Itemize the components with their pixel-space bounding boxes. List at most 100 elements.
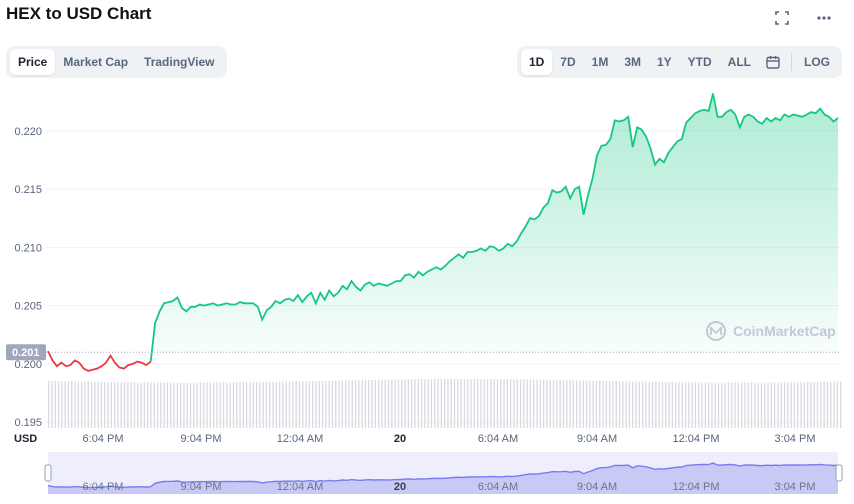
volume-bar [625,381,627,428]
calendar-icon[interactable] [763,52,783,72]
volume-bar [318,380,320,428]
volume-bar [546,379,548,428]
more-icon[interactable] [814,8,834,28]
navigator-x-tick-label: 20 [394,481,406,493]
volume-bar [269,381,271,428]
volume-bar [61,381,63,428]
volume-bar [826,381,829,428]
volume-bar [394,379,396,428]
volume-bar [477,379,479,428]
volume-bar [117,382,119,428]
volume-bar [470,378,472,428]
volume-bar [523,379,525,428]
volume-bar [675,382,677,428]
volume-bar [156,382,159,428]
price-chart[interactable]: 0.201 0.220 0.215 0.210 0.205 0.200 0.195 USD… [0,86,854,504]
volume-bar [533,379,535,428]
volume-bar [199,382,202,428]
volume-bar [104,381,106,428]
volume-bar [203,382,205,428]
range-tab-1d[interactable]: 1D [520,49,553,75]
volume-bar [130,382,132,428]
volume-bar [114,382,116,428]
volume-bar [830,381,832,428]
volume-bar [750,382,753,428]
volume-bar [460,378,462,428]
volume-bar [222,382,225,428]
volume-bar [381,379,383,428]
volume-bar [242,382,244,428]
range-tab-1m[interactable]: 1M [591,55,609,69]
x-tick-label: 9:04 PM [181,433,222,445]
volume-bar [566,380,568,428]
volume-bar [816,381,819,428]
volume-bar [401,379,403,428]
volume-bar [757,382,759,428]
range-tab-3m[interactable]: 3M [624,55,641,69]
volume-bar [539,379,541,428]
reference-price-label: 0.201 [12,347,40,359]
volume-bar [384,379,386,428]
volume-bar [354,380,357,428]
volume-bar [84,381,86,428]
volume-bar [450,378,452,428]
tab-market-cap[interactable]: Market Cap [63,55,129,69]
volume-bar [249,382,251,428]
volume-bar [585,380,588,428]
volume-bar [453,378,456,428]
volume-bar [744,382,746,428]
volume-bar [397,379,400,428]
volume-bar [665,382,667,428]
navigator-x-tick-label: 3:04 PM [775,481,816,493]
volume-bar [510,379,512,428]
volume-bar [229,382,231,428]
volume-bars [48,378,842,428]
volume-bar [648,381,650,428]
x-tick-label: 12:04 PM [672,433,719,445]
volume-bar [378,379,380,428]
navigator-x-axis: 6:04 PM 9:04 PM 12:04 AM 20 6:04 AM 9:04 AM 12… [83,481,816,493]
volume-bar [391,379,393,428]
log-scale-toggle[interactable]: LOG [804,55,830,69]
volume-bar [483,379,485,428]
volume-bar [658,381,660,428]
volume-bar [315,380,317,428]
volume-bar [780,382,782,428]
volume-bar [440,379,442,428]
price-line-above-reference [149,93,839,362]
volume-bar [688,382,690,428]
tab-tradingview[interactable]: TradingView [144,55,215,69]
navigator-left-handle[interactable] [44,464,52,482]
volume-bar [810,382,812,428]
expand-icon[interactable] [772,8,792,28]
volume-bar [708,382,710,428]
volume-bar [694,382,697,428]
volume-bar [642,381,644,428]
volume-bar [777,382,779,428]
volume-bar [259,382,261,428]
volume-bar [500,379,502,428]
range-tab-ytd[interactable]: YTD [687,55,712,69]
volume-bar [783,382,786,428]
volume-bar [612,381,614,428]
range-navigator[interactable] [44,452,843,494]
volume-bar [206,382,208,428]
volume-bar [820,381,822,428]
volume-bar [681,382,683,428]
range-tab-7d[interactable]: 7D [560,55,576,69]
volume-bar [292,381,294,428]
volume-bar [609,381,611,428]
currency-label: USD [14,433,37,445]
volume-bar [312,381,314,428]
volume-bar [463,378,466,428]
volume-bar [94,381,96,428]
volume-bar [747,382,749,428]
tab-price[interactable]: Price [10,49,56,75]
y-tick-label: 0.200 [14,359,42,371]
range-tab-all[interactable]: ALL [727,55,751,69]
navigator-right-handle[interactable] [835,464,843,482]
volume-bar [655,381,657,428]
volume-bar [635,381,637,428]
volume-bar [790,382,792,428]
range-tab-1y[interactable]: 1Y [656,55,672,69]
